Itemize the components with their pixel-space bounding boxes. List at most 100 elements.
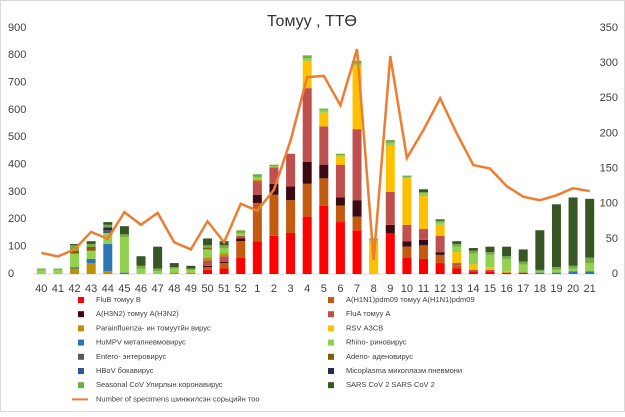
legend-label: Rhino- риновирус [346,338,407,347]
bar-segment [252,174,262,177]
x-tick-label: 44 [102,283,114,295]
bar-segment [419,228,429,240]
bar-segment [169,268,179,273]
bar-segment [119,272,129,274]
bar-segment [385,145,395,192]
bar-segment [369,239,379,242]
bar-segment [202,267,212,270]
bar-segment [302,216,312,274]
x-tick-label: 47 [152,283,164,295]
bar-segment [236,241,246,258]
bar-segment [435,222,445,225]
bar-segment [551,267,561,270]
bar-segment [352,66,362,130]
bar-segment [419,239,429,246]
x-tick-label: 20 [567,283,579,295]
x-tick-label: 40 [35,283,47,295]
bar-segment [269,194,279,236]
legend-label: Micoplasma микоплазм пневмони [346,366,462,375]
legend-swatch [328,368,334,374]
bar-segment [269,166,279,168]
bar-segment [70,267,80,269]
bar-segment [485,271,495,274]
bar-segment [385,224,395,233]
x-tick-label: 18 [534,283,546,295]
y-tick-label: 300 [8,186,26,198]
legend-swatch [78,382,84,389]
bar-segment [419,245,429,259]
y-tick-label: 900 [8,22,26,34]
bar-segment [269,235,279,274]
bar-segment [103,230,113,233]
bar-segment [502,246,512,257]
bar-segment [352,200,362,217]
x-tick-label: 16 [500,283,512,295]
bar-segment [252,241,262,274]
legend-swatch [328,297,334,303]
bar-segment [252,181,262,195]
x-tick-label: 3 [288,283,294,295]
bar-segment [103,227,113,231]
bar-segment [352,216,362,231]
bar-segment [435,224,445,236]
legend-swatch [78,339,84,346]
bar-segment [36,268,46,270]
bar-segment [335,197,345,206]
y2-tick-label: 150 [600,162,618,174]
y-tick-label: 200 [8,213,26,225]
legend-label: Adeno- аденовирус [346,352,413,361]
y2-tick-label: 50 [606,233,618,245]
bar-segment [485,269,495,272]
bar-segment [53,268,63,270]
bar-segment [153,268,163,272]
bar-segment [335,205,345,223]
bar-segment [585,198,595,258]
bar-segment [435,252,445,255]
x-tick-label: 21 [584,283,596,295]
bar-segment [502,272,512,274]
legend-label: A(H1N1)pdm09 томуу A(H1N1)pdm09 [346,295,475,304]
bar-segment [385,192,395,225]
x-tick-label: 12 [434,283,446,295]
line-series [41,48,590,261]
bar-segment [551,269,561,273]
x-tick-label: 43 [85,283,97,295]
bar-segment [202,248,212,250]
bar-segment [535,269,545,272]
bar-segment [169,272,179,274]
bar-segment [402,241,412,247]
bar-segment [518,249,528,262]
bar-segment [319,110,329,113]
bar-segment [236,238,246,242]
bar-segment [385,233,395,274]
y2-tick-label: 300 [600,57,618,69]
x-tick-label: 11 [418,283,429,295]
bar-segment [485,252,495,255]
x-tick-label: 19 [550,283,562,295]
bar-segment [186,269,196,273]
bar-segment [202,249,212,258]
bar-segment [319,178,329,206]
bar-segment [419,258,429,274]
bar-segment [435,235,445,253]
x-tick-label: 50 [201,283,213,295]
bar-segment [402,178,412,225]
x-tick-label: 13 [451,283,463,295]
bar-segment [585,271,595,274]
bar-segment [452,265,462,269]
bar-segment [419,193,429,197]
bar-segment [153,246,163,269]
bar-segment [202,260,212,266]
bar-segment [86,263,96,274]
bar-segment [551,204,561,268]
x-tick-label: 52 [235,283,247,295]
bar-segment [236,233,246,236]
bar-segment [202,238,212,246]
bar-segment [103,271,113,274]
bar-segment [219,253,229,257]
bar-segment [302,161,312,184]
bar-segment [136,265,146,269]
bar-segment [585,263,595,272]
bar-segment [53,269,63,274]
